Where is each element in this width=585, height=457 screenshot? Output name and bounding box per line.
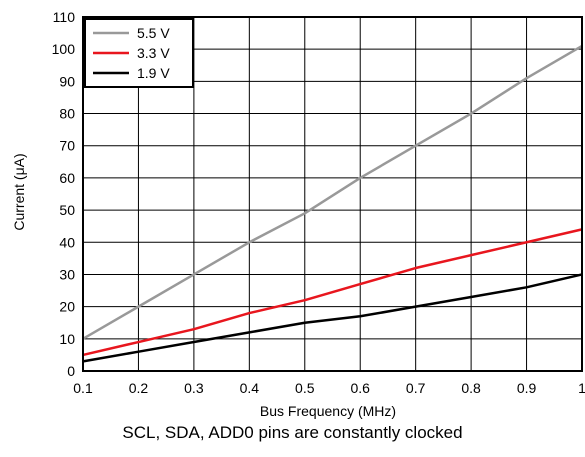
legend-label: 1.9 V bbox=[137, 65, 170, 81]
x-tick-label: 0.5 bbox=[295, 380, 315, 396]
legend-label: 3.3 V bbox=[137, 45, 170, 61]
y-tick-label: 20 bbox=[59, 299, 75, 315]
y-axis-label: Current (μA) bbox=[11, 153, 27, 230]
y-tick-label: 10 bbox=[59, 331, 75, 347]
y-tick-label: 40 bbox=[59, 234, 75, 250]
x-tick-label: 0.3 bbox=[184, 380, 204, 396]
x-tick-label: 0.6 bbox=[350, 380, 370, 396]
y-tick-labels: 0 10 20 30 40 50 60 70 80 90 100 110 bbox=[52, 9, 76, 379]
y-tick-label: 110 bbox=[53, 9, 76, 25]
x-tick-label: 1 bbox=[578, 380, 585, 396]
series-line bbox=[82, 44, 583, 340]
y-tick-label: 30 bbox=[59, 266, 75, 282]
series-line bbox=[82, 273, 583, 363]
legend-label: 5.5 V bbox=[137, 25, 170, 41]
series-lines bbox=[82, 44, 583, 363]
chart-caption: SCL, SDA, ADD0 pins are constantly clock… bbox=[122, 423, 463, 442]
x-tick-label: 0.4 bbox=[240, 380, 260, 396]
series-line bbox=[82, 228, 583, 357]
x-tick-label: 0.1 bbox=[73, 380, 93, 396]
legend: 5.5 V 3.3 V 1.9 V bbox=[84, 18, 194, 88]
y-tick-label: 50 bbox=[59, 202, 75, 218]
y-tick-label: 70 bbox=[59, 138, 75, 154]
y-tick-label: 100 bbox=[52, 41, 76, 57]
x-tick-labels: 0.1 0.2 0.3 0.4 0.5 0.6 0.7 0.8 0.9 1 bbox=[73, 380, 585, 396]
x-tick-label: 0.9 bbox=[517, 380, 537, 396]
x-tick-label: 0.7 bbox=[406, 380, 426, 396]
x-axis-label: Bus Frequency (MHz) bbox=[260, 403, 396, 419]
y-tick-label: 60 bbox=[59, 170, 75, 186]
y-tick-label: 80 bbox=[59, 106, 75, 122]
x-tick-label: 0.8 bbox=[461, 380, 481, 396]
plot-frame bbox=[82, 16, 583, 372]
x-tick-label: 0.2 bbox=[129, 380, 149, 396]
y-tick-label: 90 bbox=[59, 73, 75, 89]
y-tick-label: 0 bbox=[67, 363, 75, 379]
